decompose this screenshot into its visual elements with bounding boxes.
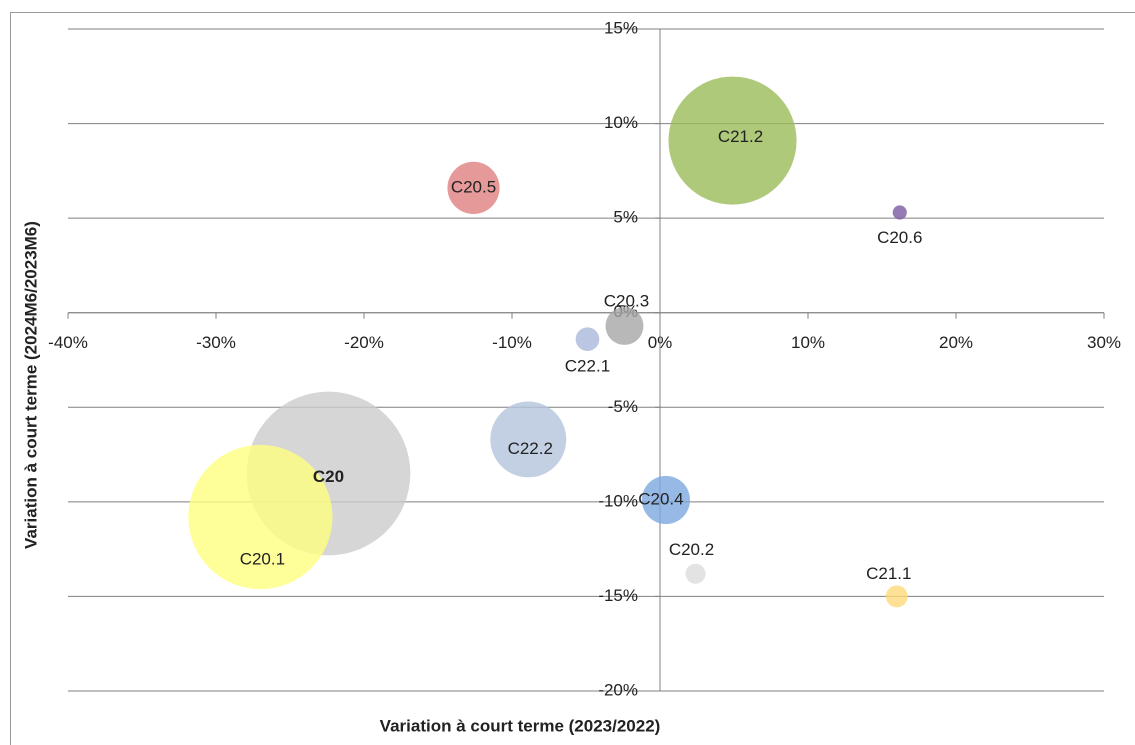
bubble-label: C21.2: [718, 127, 763, 146]
bubble: [892, 205, 907, 220]
x-tick-label: 20%: [939, 333, 973, 352]
bubble-label: C20: [313, 467, 344, 486]
y-tick-label: -10%: [598, 491, 638, 510]
bubble: [685, 563, 706, 584]
y-tick-label: 15%: [604, 18, 638, 37]
bubble: [490, 401, 567, 478]
bubble-label: C20.2: [669, 540, 714, 559]
bubble: [885, 585, 908, 608]
bubble: [668, 76, 797, 205]
x-tick-label: -30%: [196, 333, 236, 352]
chart-frame: [10, 12, 1135, 745]
y-axis-title: Variation à court terme (2024M6/2023M6): [21, 221, 40, 549]
bubble: [605, 306, 644, 345]
x-tick-label: 30%: [1087, 333, 1121, 352]
y-tick-label: 10%: [604, 113, 638, 132]
bubble-label: C22.1: [565, 357, 610, 376]
x-axis-title: Variation à court terme (2023/2022): [380, 716, 661, 735]
bubble: [188, 444, 333, 590]
bubble: [447, 161, 500, 214]
x-tick-label: 0%: [648, 333, 673, 352]
bubble-label: C21.1: [866, 564, 911, 583]
y-tick-label: -5%: [608, 397, 638, 416]
bubble-label: C20.4: [638, 489, 683, 508]
x-tick-label: -10%: [492, 333, 532, 352]
bubble-label: C20.3: [604, 291, 649, 310]
bubble-label: C20.5: [451, 177, 496, 196]
y-tick-label: -15%: [598, 586, 638, 605]
bubble-label: C22.2: [508, 439, 553, 458]
bubble: [575, 327, 600, 352]
x-tick-label: 10%: [791, 333, 825, 352]
y-tick-label: 5%: [613, 208, 638, 227]
x-tick-label: -20%: [344, 333, 384, 352]
x-tick-label: -40%: [48, 333, 88, 352]
bubble-label: C20.6: [877, 228, 922, 247]
bubble: [641, 475, 691, 525]
y-tick-label: -20%: [598, 680, 638, 699]
bubble-label: C20.1: [240, 549, 285, 568]
